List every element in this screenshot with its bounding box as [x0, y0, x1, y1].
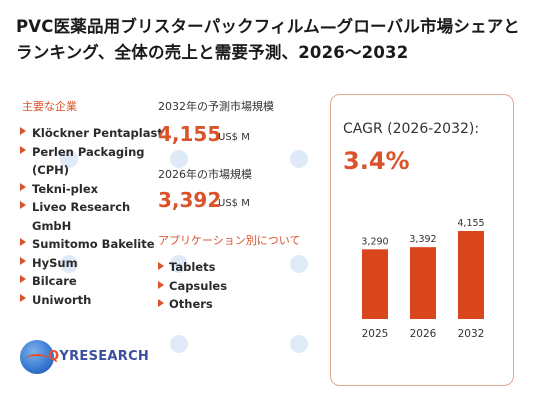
- player-item: Bilcare: [20, 272, 170, 291]
- player-item: Liveo Research GmbH: [20, 198, 170, 235]
- player-name: Perlen Packaging (CPH): [32, 144, 145, 178]
- bar-value-label: 3,392: [409, 234, 436, 245]
- watermark-logo-icon: [170, 335, 216, 353]
- bar-2025: [362, 249, 388, 319]
- player-name: Liveo Research GmbH: [32, 200, 131, 233]
- cagr-label: CAGR (2026-2032):: [343, 121, 480, 137]
- bar-value-label: 4,155: [457, 218, 484, 229]
- market-size-bar-chart: 3,290 2025 3,392 2026 4,155 2032: [361, 218, 485, 340]
- forecast-value: 4,155: [158, 122, 222, 146]
- bullet-arrow-icon: [158, 262, 164, 270]
- players-heading: 主要な企業: [22, 100, 77, 113]
- logo-text-accent: Q: [48, 349, 60, 364]
- watermark-logo-icon: [60, 150, 106, 168]
- application-name: Others: [169, 297, 213, 311]
- application-name: Capsules: [169, 278, 228, 293]
- company-logo: QYRESEARCH: [20, 340, 149, 374]
- logo-text-main: YRESEARCH: [59, 349, 150, 364]
- application-item: Others: [158, 295, 227, 314]
- application-name: Tablets: [169, 260, 216, 274]
- bullet-arrow-icon: [20, 127, 26, 135]
- bar-2032: [458, 231, 484, 319]
- bullet-arrow-icon: [20, 275, 26, 283]
- player-item: Uniworth: [20, 291, 170, 310]
- player-name: HySum: [32, 255, 78, 270]
- x-tick-label: 2025: [362, 328, 389, 340]
- applications-heading: アプリケーション別について: [158, 234, 301, 247]
- bar-value-label: 3,290: [361, 236, 388, 247]
- watermark-logo-icon: [60, 255, 106, 273]
- applications-list: Tablets Capsules Others: [158, 258, 227, 314]
- player-item: Tekni-plex: [20, 180, 170, 199]
- bullet-arrow-icon: [158, 299, 164, 307]
- bullet-arrow-icon: [20, 238, 26, 246]
- bullet-arrow-icon: [20, 201, 26, 209]
- player-item: Klöckner Pentaplast: [20, 124, 170, 143]
- cagr-value: 3.4%: [343, 147, 410, 175]
- watermark-logo-icon: [290, 335, 336, 353]
- bullet-arrow-icon: [20, 182, 26, 191]
- forecast-label: 2032年の予測市場規模: [158, 100, 274, 113]
- current-unit: US$ M: [218, 198, 250, 209]
- bullet-arrow-icon: [20, 256, 26, 265]
- x-tick-label: 2026: [410, 328, 437, 340]
- x-tick-label: 2032: [458, 328, 485, 340]
- page-title: PVC医薬品用ブリスターパックフィルム—グローバル市場シェアとランキング、全体の…: [16, 17, 520, 62]
- cagr-panel: CAGR (2026-2032): 3.4% 3,290 2025 3,392 202…: [330, 94, 514, 386]
- logo-text: QYRESEARCH: [48, 349, 149, 364]
- player-name: Sumitomo Bakelite: [32, 237, 155, 251]
- player-name: Tekni-plex: [32, 181, 99, 196]
- bullet-arrow-icon: [20, 145, 26, 154]
- players-list: Klöckner Pentaplast Perlen Packaging (CPH…: [20, 124, 170, 309]
- forecast-unit: US$ M: [218, 132, 250, 143]
- application-item: Tablets: [158, 258, 227, 277]
- player-name: Klöckner Pentaplast: [32, 126, 163, 140]
- bar-2026: [410, 247, 436, 319]
- player-item: HySum: [20, 254, 170, 273]
- application-item: Capsules: [158, 277, 227, 296]
- watermark-logo-icon: [170, 150, 216, 168]
- globe-logo-icon: [20, 340, 54, 374]
- player-name: Uniworth: [32, 292, 92, 307]
- watermark-logo-icon: [170, 255, 216, 273]
- player-item: Sumitomo Bakelite: [20, 235, 170, 254]
- current-label: 2026年の市場規模: [158, 168, 252, 181]
- player-name: Bilcare: [32, 274, 77, 288]
- current-value: 3,392: [158, 188, 222, 212]
- watermark-logo-icon: [290, 150, 336, 168]
- bullet-arrow-icon: [20, 293, 26, 302]
- bullet-arrow-icon: [158, 280, 164, 289]
- player-item: Perlen Packaging (CPH): [20, 143, 170, 180]
- watermark-logo-icon: [290, 255, 336, 273]
